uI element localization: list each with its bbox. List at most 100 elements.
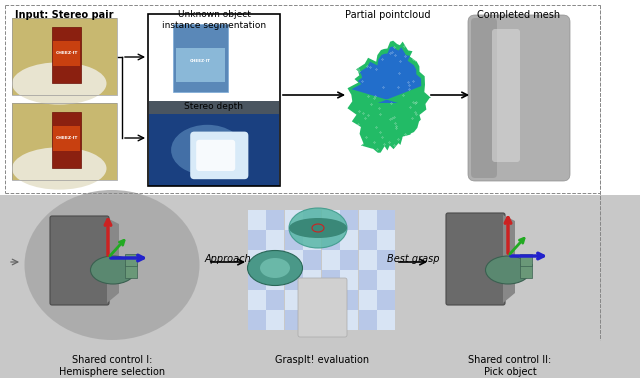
Ellipse shape: [289, 218, 347, 238]
Bar: [248, 230, 266, 250]
Text: CHEEZ·IT: CHEEZ·IT: [56, 136, 78, 140]
Bar: [53, 126, 80, 151]
Text: Best grasp: Best grasp: [387, 254, 439, 264]
FancyBboxPatch shape: [52, 27, 81, 83]
Bar: [520, 254, 532, 266]
Ellipse shape: [260, 258, 290, 278]
FancyBboxPatch shape: [298, 278, 347, 337]
FancyBboxPatch shape: [173, 24, 228, 92]
Bar: [377, 290, 395, 310]
Bar: [377, 310, 395, 330]
Bar: [285, 270, 303, 290]
Ellipse shape: [171, 125, 244, 175]
Bar: [149, 114, 279, 186]
Bar: [248, 270, 266, 290]
Bar: [0, 0, 640, 195]
Bar: [322, 290, 340, 310]
Ellipse shape: [12, 147, 106, 190]
Bar: [340, 230, 358, 250]
Bar: [248, 250, 266, 270]
Bar: [0, 195, 640, 378]
FancyBboxPatch shape: [196, 140, 236, 171]
Bar: [303, 310, 321, 330]
Bar: [148, 14, 280, 186]
Bar: [340, 210, 358, 230]
Bar: [176, 48, 225, 82]
Bar: [359, 290, 377, 310]
Bar: [340, 310, 358, 330]
Bar: [322, 210, 340, 230]
FancyBboxPatch shape: [446, 213, 505, 305]
Bar: [285, 310, 303, 330]
Bar: [285, 290, 303, 310]
Bar: [285, 230, 303, 250]
Bar: [340, 250, 358, 270]
Bar: [266, 230, 284, 250]
FancyBboxPatch shape: [492, 29, 520, 162]
Text: Partial pointcloud: Partial pointcloud: [345, 10, 431, 20]
Bar: [266, 310, 284, 330]
Bar: [125, 254, 137, 266]
Bar: [340, 290, 358, 310]
Bar: [322, 310, 340, 330]
Bar: [266, 210, 284, 230]
FancyBboxPatch shape: [468, 15, 570, 181]
Bar: [303, 250, 321, 270]
Bar: [303, 290, 321, 310]
Polygon shape: [351, 46, 421, 103]
Text: Shared control II:
Pick object: Shared control II: Pick object: [468, 355, 552, 377]
Text: Input: Stereo pair: Input: Stereo pair: [15, 10, 113, 20]
Bar: [377, 250, 395, 270]
Bar: [266, 250, 284, 270]
Text: Stereo depth: Stereo depth: [184, 102, 243, 111]
Polygon shape: [503, 215, 515, 303]
Bar: [377, 230, 395, 250]
Text: Unknown object
instance segmentation: Unknown object instance segmentation: [162, 10, 266, 30]
Bar: [359, 310, 377, 330]
Bar: [125, 264, 137, 278]
Text: Shared control I:
Hemisphere selection: Shared control I: Hemisphere selection: [59, 355, 165, 377]
Bar: [248, 210, 266, 230]
Bar: [12, 18, 117, 95]
Bar: [285, 210, 303, 230]
Bar: [322, 250, 340, 270]
Text: CHEEZ·IT: CHEEZ·IT: [56, 51, 78, 55]
FancyBboxPatch shape: [471, 18, 497, 178]
Ellipse shape: [90, 256, 136, 284]
Bar: [12, 103, 117, 180]
Bar: [359, 230, 377, 250]
Bar: [12, 18, 117, 95]
Bar: [12, 103, 117, 180]
Bar: [266, 270, 284, 290]
Text: CHEEZ·IT: CHEEZ·IT: [190, 59, 211, 64]
Polygon shape: [348, 41, 431, 153]
Bar: [322, 230, 340, 250]
Text: Completed mesh: Completed mesh: [477, 10, 561, 20]
Bar: [377, 270, 395, 290]
Bar: [303, 270, 321, 290]
Ellipse shape: [486, 256, 531, 284]
Bar: [377, 210, 395, 230]
Bar: [359, 250, 377, 270]
Bar: [359, 210, 377, 230]
Bar: [303, 230, 321, 250]
Bar: [266, 290, 284, 310]
Bar: [322, 270, 340, 290]
Bar: [149, 101, 279, 185]
FancyBboxPatch shape: [50, 216, 109, 305]
Ellipse shape: [24, 190, 200, 340]
Bar: [248, 290, 266, 310]
Ellipse shape: [289, 208, 347, 248]
Bar: [53, 41, 80, 66]
FancyBboxPatch shape: [52, 112, 81, 168]
Bar: [520, 264, 532, 278]
Bar: [248, 310, 266, 330]
Bar: [359, 270, 377, 290]
Ellipse shape: [12, 62, 106, 105]
Bar: [303, 210, 321, 230]
Text: Approach: Approach: [205, 254, 252, 264]
Bar: [340, 270, 358, 290]
Bar: [285, 250, 303, 270]
Text: GraspIt! evaluation: GraspIt! evaluation: [275, 355, 369, 365]
Ellipse shape: [248, 251, 303, 285]
